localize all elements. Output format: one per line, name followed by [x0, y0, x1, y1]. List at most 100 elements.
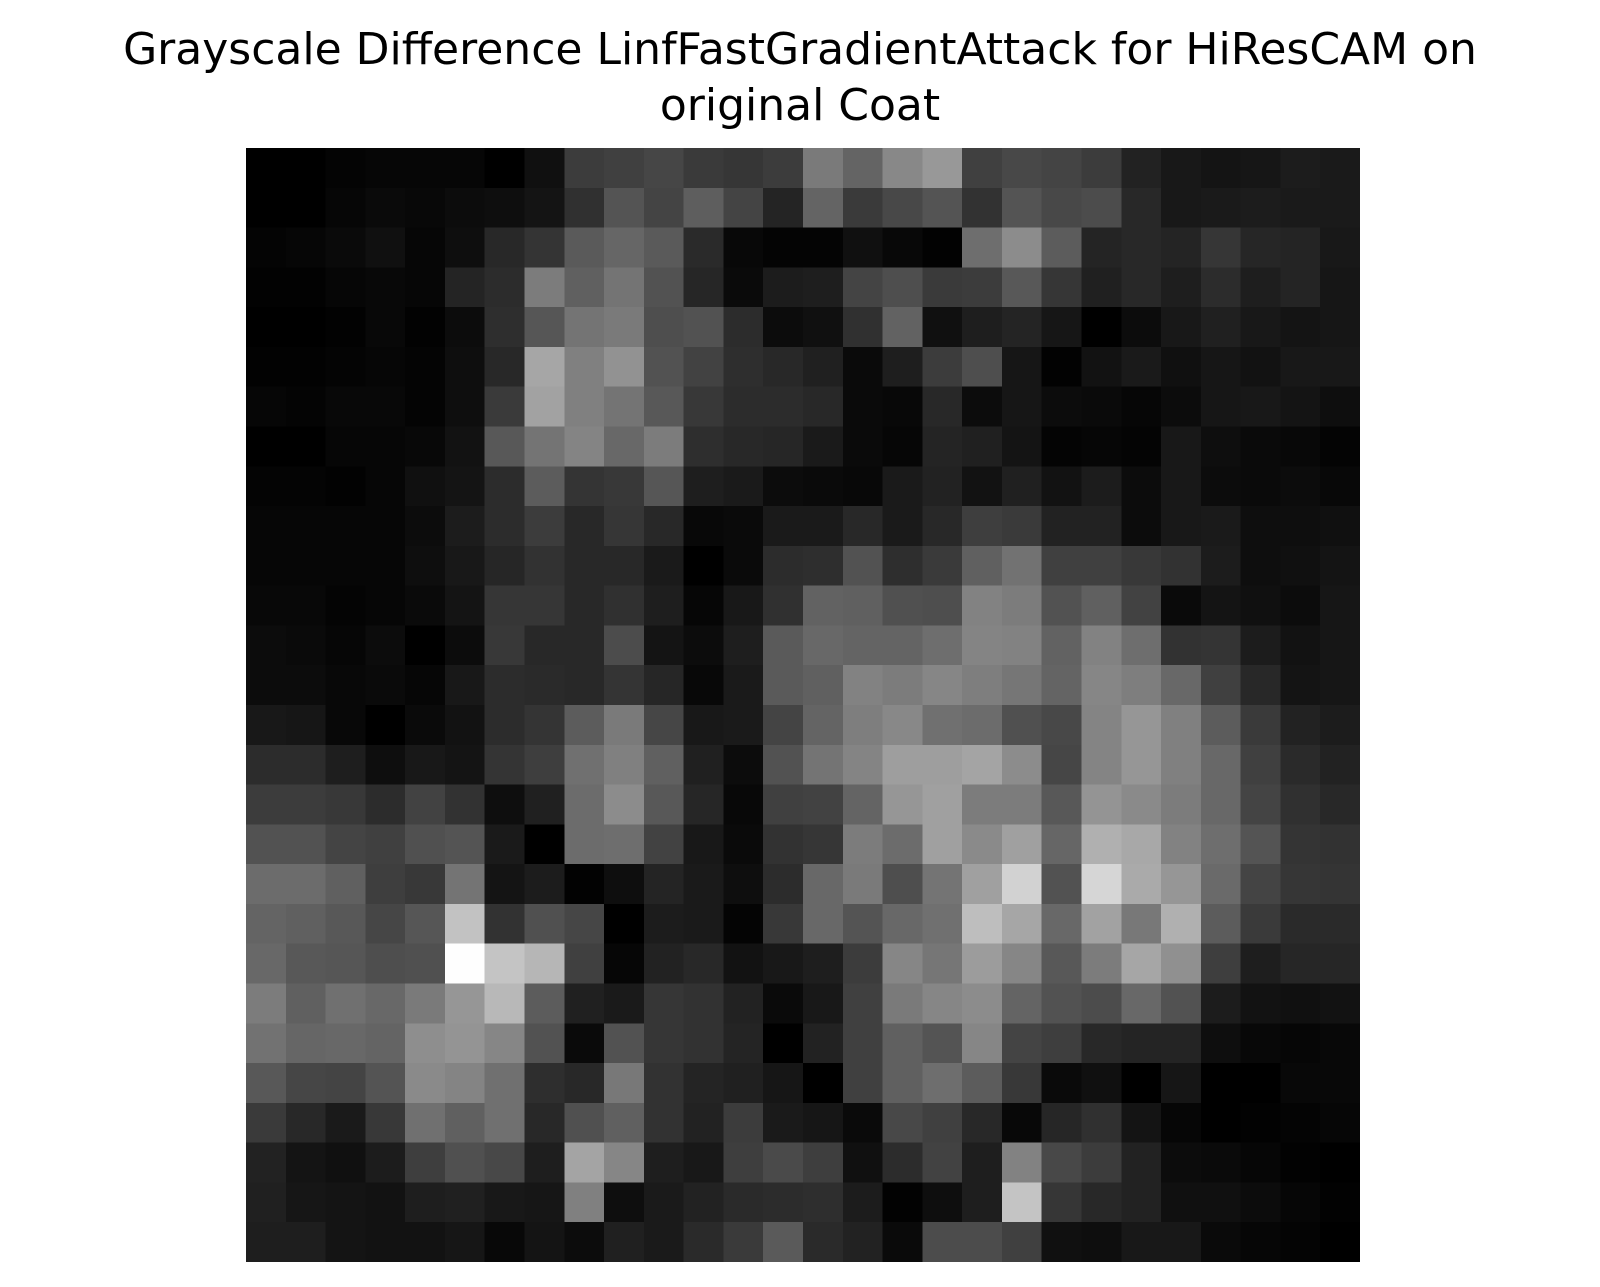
heatmap-cell [962, 307, 1003, 348]
heatmap-cell [882, 943, 923, 985]
heatmap-cell [1320, 705, 1360, 746]
heatmap-cell [365, 148, 406, 189]
heatmap-cell [325, 307, 366, 348]
heatmap-cell [1200, 705, 1242, 746]
heatmap-cell [484, 1063, 526, 1104]
heatmap-cell [246, 307, 287, 348]
heatmap-cell [842, 864, 884, 905]
heatmap-cell [524, 705, 565, 746]
heatmap-cell [484, 1142, 526, 1184]
heatmap-cell [325, 705, 366, 746]
heatmap-cell [1200, 1142, 1242, 1184]
heatmap-cell [1001, 705, 1043, 746]
heatmap-cell [325, 466, 366, 507]
heatmap-cell [1240, 1102, 1282, 1144]
heatmap-cell [683, 903, 725, 945]
heatmap-cell [1200, 267, 1242, 308]
heatmap-cell [1280, 705, 1321, 746]
heatmap-cell [1320, 1023, 1360, 1064]
heatmap-cell [365, 784, 406, 825]
heatmap-cell [1240, 983, 1282, 1024]
heatmap-cell [365, 227, 406, 268]
heatmap-cell [285, 864, 327, 905]
heatmap-cell [643, 864, 685, 905]
heatmap-cell [365, 744, 406, 786]
heatmap-cell [1280, 545, 1321, 587]
heatmap-cell [1161, 1063, 1202, 1104]
heatmap-cell [484, 625, 526, 666]
heatmap-cell [723, 1182, 764, 1223]
heatmap-cell [285, 903, 327, 945]
heatmap-cell [803, 1222, 844, 1262]
heatmap-cell [1320, 227, 1360, 268]
heatmap-cell [882, 386, 923, 428]
heatmap-cell [1121, 943, 1162, 985]
heatmap-cell [365, 864, 406, 905]
heatmap-cell [325, 983, 366, 1024]
heatmap-cell [723, 1023, 764, 1064]
heatmap-cell [564, 943, 605, 985]
heatmap-cell [1081, 705, 1122, 746]
heatmap-cell [444, 585, 486, 627]
heatmap-cell [842, 227, 884, 268]
heatmap-cell [444, 903, 486, 945]
heatmap-cell [1240, 665, 1282, 706]
heatmap-cell [962, 864, 1003, 905]
heatmap-cell [1121, 824, 1162, 865]
heatmap-cell [405, 386, 446, 428]
heatmap-cell [842, 903, 884, 945]
heatmap-cell [604, 187, 645, 229]
heatmap-cell [246, 426, 287, 467]
heatmap-cell [1081, 187, 1122, 229]
heatmap-cell [1200, 903, 1242, 945]
heatmap-cell [365, 1142, 406, 1184]
heatmap-cell [246, 705, 287, 746]
heatmap-cell [842, 545, 884, 587]
heatmap-cell [1041, 903, 1083, 945]
heatmap-cell [922, 1023, 963, 1064]
heatmap-cell [365, 267, 406, 308]
heatmap-cell [444, 466, 486, 507]
heatmap-cell [1240, 148, 1282, 189]
heatmap-cell [962, 386, 1003, 428]
heatmap-cell [922, 585, 963, 627]
heatmap-cell [922, 744, 963, 786]
heatmap-cell [842, 1222, 884, 1262]
heatmap-cell [1001, 665, 1043, 706]
heatmap-cell [1121, 227, 1162, 268]
heatmap-cell [683, 545, 725, 587]
heatmap-cell [683, 705, 725, 746]
heatmap-cell [842, 307, 884, 348]
heatmap-cell [882, 466, 923, 507]
heatmap-cell [444, 1142, 486, 1184]
heatmap-cell [285, 1063, 327, 1104]
heatmap-cell [1320, 386, 1360, 428]
heatmap-cell [524, 1142, 565, 1184]
heatmap-cell [1001, 585, 1043, 627]
heatmap-cell [842, 346, 884, 388]
heatmap-cell [564, 864, 605, 905]
heatmap-cell [1041, 1222, 1083, 1262]
heatmap-cell [524, 864, 565, 905]
heatmap-cell [723, 466, 764, 507]
heatmap-cell [962, 1182, 1003, 1223]
heatmap-cell [1240, 625, 1282, 666]
heatmap-cell [365, 1182, 406, 1223]
heatmap-cell [524, 426, 565, 467]
heatmap-cell [803, 983, 844, 1024]
heatmap-cell [1280, 1102, 1321, 1144]
heatmap-cell [1161, 744, 1202, 786]
heatmap-cell [246, 1222, 287, 1262]
heatmap-cell [842, 386, 884, 428]
heatmap-cell [1200, 1182, 1242, 1223]
heatmap-cell [604, 784, 645, 825]
heatmap-cell [643, 1063, 685, 1104]
heatmap-cell [1121, 625, 1162, 666]
heatmap-cell [803, 744, 844, 786]
heatmap-cell [604, 227, 645, 268]
heatmap-cell [444, 187, 486, 229]
heatmap-cell [1240, 506, 1282, 547]
heatmap-cell [1161, 625, 1202, 666]
heatmap-cell [285, 744, 327, 786]
heatmap-cell [1121, 705, 1162, 746]
